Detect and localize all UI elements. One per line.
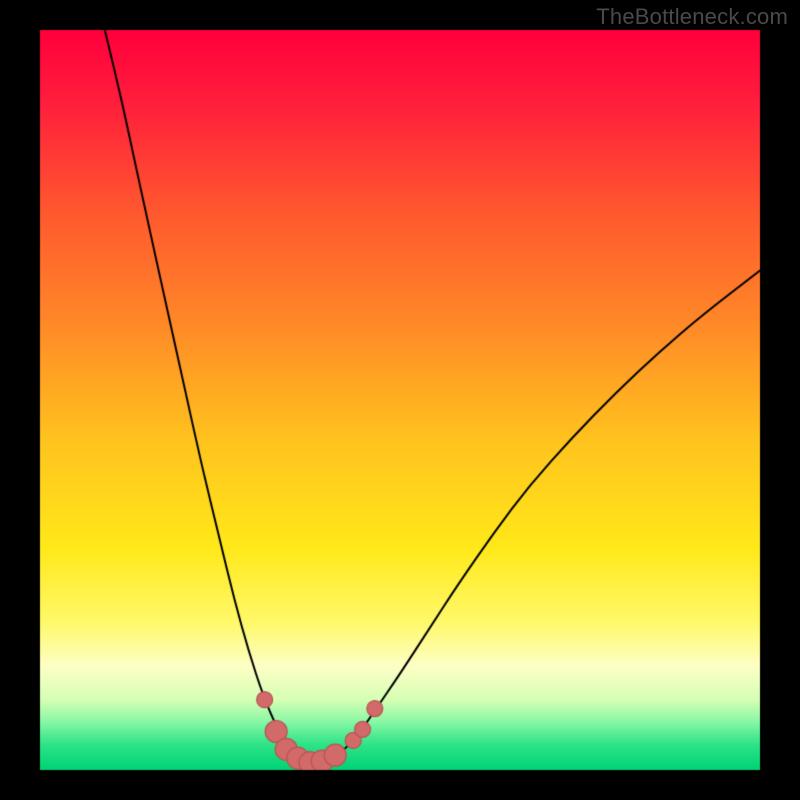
chart-stage: TheBottleneck.com (0, 0, 800, 800)
watermark-text: TheBottleneck.com (596, 4, 788, 30)
bottleneck-curve-chart (0, 0, 800, 800)
